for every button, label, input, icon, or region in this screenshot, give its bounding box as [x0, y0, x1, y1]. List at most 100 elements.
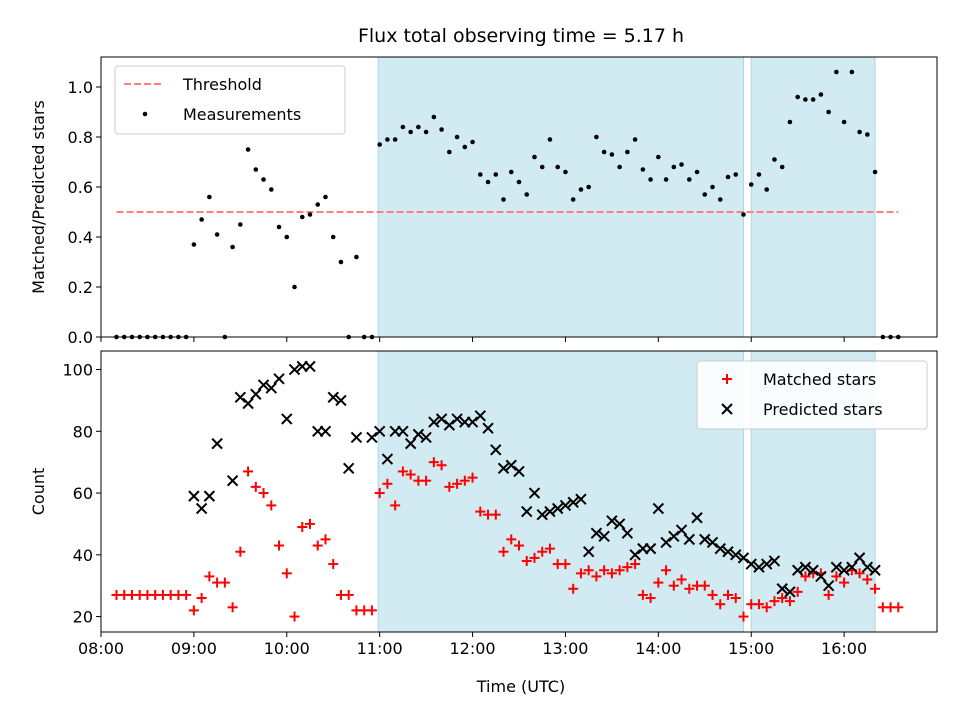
matched-stars-point — [297, 522, 308, 533]
legend-matched-label: Matched stars — [763, 370, 876, 389]
marker-stroke — [559, 499, 572, 512]
matched-stars-point — [444, 481, 455, 492]
marker-stroke — [435, 413, 448, 425]
measurement-point — [702, 192, 708, 197]
matched-stars-point — [537, 546, 548, 557]
predicted-stars-point — [188, 490, 200, 502]
marker-stroke — [807, 564, 819, 576]
marker-stroke — [606, 515, 618, 527]
matched-stars-point — [723, 589, 733, 600]
matched-stars-point — [250, 481, 261, 492]
matched-stars-point — [637, 589, 648, 600]
matched-stars-point — [823, 589, 834, 600]
matched-stars-point — [328, 559, 339, 570]
predicted-stars-point — [242, 397, 254, 410]
measurement-point — [253, 167, 259, 172]
matched-stars-point — [753, 599, 764, 610]
matched-stars-point — [397, 466, 408, 477]
y-tick-label: 80 — [73, 422, 93, 441]
predicted-stars-point — [815, 570, 827, 583]
marker-stroke — [784, 586, 796, 598]
x-tick-label: 09:00 — [171, 639, 217, 658]
matched-stars-point — [196, 593, 207, 604]
marker-stroke — [590, 527, 603, 539]
measurement-point — [501, 197, 506, 202]
marker-stroke — [714, 542, 726, 555]
predicted-stars-point — [327, 391, 339, 404]
measurement-point — [315, 202, 321, 207]
bottom-plot-marks — [111, 360, 904, 622]
measurement-point — [710, 184, 715, 190]
predicted-stars-point — [505, 459, 517, 471]
matched-stars-point — [514, 540, 524, 551]
legend-measurements-label: Measurements — [183, 105, 301, 124]
measurement-point — [555, 164, 561, 170]
marker-stroke — [521, 505, 533, 518]
predicted-stars-point — [474, 410, 487, 422]
predicted-stars-point — [257, 379, 270, 391]
marker-stroke — [613, 518, 626, 530]
predicted-stars-point — [559, 499, 572, 512]
matched-stars-point — [777, 593, 788, 604]
marker-stroke — [335, 394, 347, 407]
predicted-stars-point — [435, 413, 448, 425]
matched-stars-point — [428, 457, 439, 468]
measurement-point — [671, 164, 677, 170]
predicted-stars-point — [791, 564, 804, 576]
measurement-point — [617, 164, 622, 170]
legend-threshold-label: Threshold — [182, 75, 262, 94]
matched-stars-point — [862, 574, 873, 585]
measurement-point — [230, 244, 235, 250]
matched-stars-point — [730, 593, 741, 604]
matched-stars-point — [591, 571, 602, 582]
marker-stroke — [575, 493, 587, 505]
marker-stroke — [791, 564, 804, 576]
measurement-point — [609, 152, 615, 157]
marker-stroke — [412, 428, 425, 441]
predicted-stars-point — [521, 505, 533, 518]
matched-stars-point — [854, 568, 865, 579]
predicted-stars-point — [714, 542, 726, 555]
marker-stroke — [799, 561, 812, 573]
predicted-stars-point — [528, 487, 541, 499]
predicted-stars-point — [536, 508, 548, 521]
measurement-point — [508, 169, 514, 175]
matched-stars-point — [506, 534, 517, 545]
predicted-stars-point — [660, 536, 672, 549]
measurement-point — [416, 124, 421, 130]
marker-stroke — [737, 552, 750, 564]
measurement-point — [191, 242, 197, 247]
measurement-point — [849, 69, 855, 75]
marker-stroke — [242, 397, 254, 410]
marker-stroke — [281, 413, 293, 425]
matched-stars-point — [390, 500, 401, 511]
bottom-legend: Matched stars Predicted stars — [696, 360, 928, 430]
predicted-stars-point — [451, 413, 463, 425]
matched-stars-point — [839, 577, 850, 588]
predicted-stars-point — [730, 549, 742, 561]
shaded-interval — [751, 57, 876, 337]
top-axes: 0.0 0.2 0.4 0.6 0.8 1.0 Matched/Predicted sta… — [29, 56, 938, 347]
measurement-point — [292, 284, 297, 290]
matched-stars-point — [870, 583, 881, 594]
marker-stroke — [304, 360, 316, 373]
measurement-point — [447, 149, 452, 155]
predicted-stars-point — [551, 502, 564, 515]
measurement-point — [330, 234, 336, 240]
matched-stars-point — [475, 506, 486, 517]
marker-stroke — [745, 558, 757, 570]
measurement-point — [810, 97, 816, 102]
shaded-interval — [378, 57, 744, 337]
measurement-point — [772, 157, 777, 162]
marker-stroke — [675, 524, 688, 536]
matched-stars-point — [606, 568, 617, 579]
bottom-y-axis-label: Count — [29, 468, 48, 516]
measurement-point — [454, 134, 460, 140]
predicted-stars-point — [281, 413, 293, 425]
measurement-point — [663, 177, 669, 182]
marker-stroke — [760, 558, 773, 570]
x-tick-label: 10:00 — [264, 639, 310, 658]
measurement-point — [408, 129, 413, 135]
matched-stars-point — [622, 562, 633, 573]
